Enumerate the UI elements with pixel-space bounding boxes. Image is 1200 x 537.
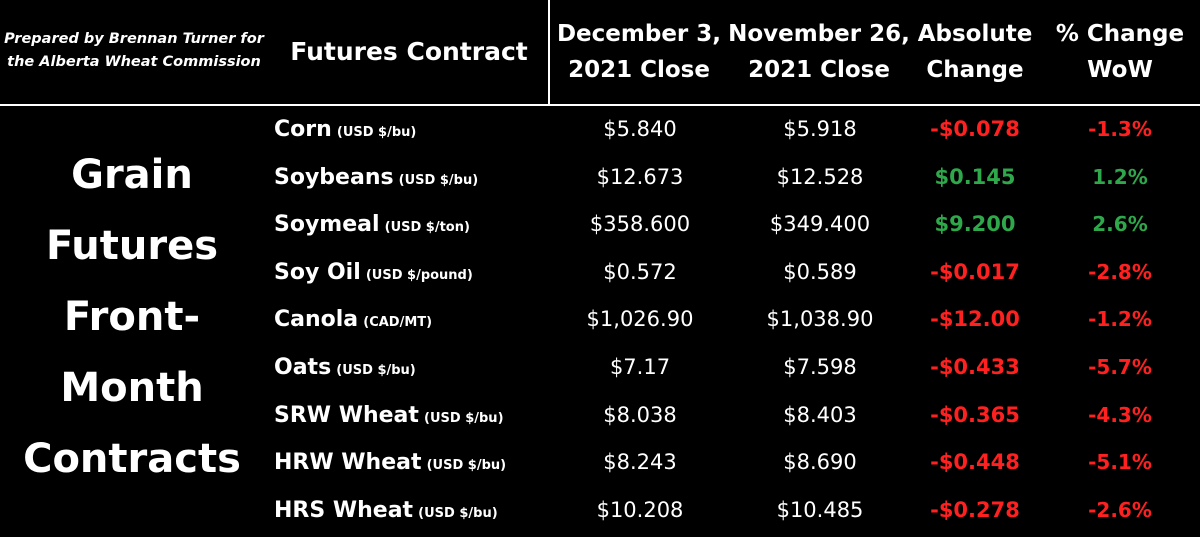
nov26-close-value: $8.690 — [783, 450, 857, 475]
contract-name: Oats — [274, 355, 332, 380]
dec3-close-value: $358.600 — [589, 212, 691, 237]
table-row: Soybeans (USD $/bu) $12.673 $12.528 $0.145 1… — [0, 154, 1200, 201]
table-row: Corn (USD $/bu) $5.840 $5.918 -$0.078 -1.3% — [0, 106, 1200, 153]
contract-name-cell: Soymeal (USD $/ton) — [274, 201, 546, 248]
contract-unit: (USD $/bu) — [398, 172, 479, 188]
header-nov26-close: November 26, 2021 Close — [728, 16, 910, 88]
contract-unit: (USD $/bu) — [336, 363, 416, 378]
pct-change-value: -4.3% — [1088, 402, 1152, 427]
header-nov26-line-1: November 26, — [728, 21, 910, 47]
header-abs-line-2: Change — [926, 57, 1024, 83]
contract-name-cell: Canola (CAD/MT) — [274, 296, 546, 343]
credit-text: Prepared by Brennan Turner for the Alber… — [0, 28, 268, 74]
side-title-line-3: Front- — [63, 294, 201, 340]
absolute-change-value: $9.200 — [934, 212, 1016, 237]
header-futures-contract: Futures Contract — [280, 34, 538, 70]
contract-unit: (USD $/bu) — [426, 458, 507, 474]
header-absolute-change: Absolute Change — [906, 16, 1044, 88]
header-dec3-line-1: December 3, — [556, 21, 722, 47]
pct-change-value: -1.3% — [1088, 117, 1152, 141]
contract-name-cell: Soy Oil (USD $/pound) — [274, 249, 546, 296]
contract-unit: (USD $/bu) — [424, 410, 504, 426]
pct-change-value: -1.2% — [1088, 307, 1152, 332]
contract-name: Soymeal — [274, 212, 380, 238]
table-row: Canola (CAD/MT) $1,026.90 $1,038.90 -$12.00… — [0, 296, 1200, 343]
nov26-close-value: $12.528 — [776, 164, 864, 189]
absolute-change-value: -$0.448 — [930, 450, 1020, 475]
pct-change-value: 1.2% — [1092, 164, 1148, 189]
contract-name: Canola — [274, 307, 359, 333]
header-pct-line-1: % Change — [1055, 21, 1185, 47]
contract-unit: (CAD/MT) — [363, 315, 433, 331]
contract-unit: (USD $/bu) — [418, 505, 498, 521]
dec3-close-value: $5.840 — [603, 117, 677, 141]
side-title: Grain Futures Front- Month Contracts — [12, 140, 252, 495]
nov26-close-value: $8.403 — [783, 402, 857, 427]
dec3-close-value: $8.243 — [603, 450, 677, 475]
dec3-close-value: $0.572 — [603, 259, 677, 284]
dec3-close-value: $1,026.90 — [586, 307, 694, 332]
nov26-close-value: $5.918 — [783, 117, 857, 141]
side-title-line-1: Grain — [71, 152, 193, 198]
contract-name-cell: Oats (USD $/bu) — [274, 344, 546, 391]
pct-change-value: -2.6% — [1088, 497, 1152, 522]
side-title-line-4: Month — [60, 365, 204, 411]
nov26-close-value: $0.589 — [783, 259, 857, 284]
contract-name-cell: SRW Wheat (USD $/bu) — [274, 392, 546, 439]
contract-name: SRW Wheat — [274, 402, 419, 428]
header-column-divider — [548, 0, 550, 104]
absolute-change-value: -$0.017 — [930, 259, 1020, 284]
header-dec3-close: December 3, 2021 Close — [553, 16, 725, 88]
table-row: Oats (USD $/bu) $7.17 $7.598 -$0.433 -5.7% — [0, 344, 1200, 391]
table-row: HRS Wheat (USD $/bu) $10.208 $10.485 -$0.27… — [0, 487, 1200, 534]
table-row: Soy Oil (USD $/pound) $0.572 $0.589 -$0.017… — [0, 249, 1200, 296]
header-divider — [0, 104, 1200, 106]
credit-line-2: the Alberta Wheat Commission — [7, 54, 261, 70]
nov26-close-value: $349.400 — [769, 212, 871, 237]
header-futures-contract-label: Futures Contract — [290, 37, 528, 66]
contract-name-cell: HRW Wheat (USD $/bu) — [274, 439, 546, 486]
nov26-close-value: $7.598 — [783, 355, 857, 379]
nov26-close-value: $10.485 — [776, 497, 864, 522]
table-row: Soymeal (USD $/ton) $358.600 $349.400 $9.20… — [0, 201, 1200, 248]
contract-name: HRW Wheat — [274, 450, 422, 476]
dec3-close-value: $12.673 — [596, 164, 684, 189]
pct-change-value: -5.1% — [1088, 450, 1152, 475]
contract-name-cell: Soybeans (USD $/bu) — [274, 154, 546, 201]
dec3-close-value: $8.038 — [603, 402, 677, 427]
contract-unit: (USD $/pound) — [365, 267, 473, 283]
header-pct-line-2: WoW — [1087, 57, 1153, 83]
table-row: SRW Wheat (USD $/bu) $8.038 $8.403 -$0.365 -… — [0, 392, 1200, 439]
absolute-change-value: -$12.00 — [930, 307, 1020, 332]
side-title-line-5: Contracts — [23, 436, 241, 482]
side-title-line-2: Futures — [45, 223, 219, 269]
contract-name: Soybeans — [274, 164, 394, 190]
absolute-change-value: $0.145 — [934, 164, 1016, 189]
contract-name: Corn — [274, 117, 332, 142]
absolute-change-value: -$0.433 — [930, 355, 1020, 379]
credit-line-1: Prepared by Brennan Turner for — [4, 31, 264, 47]
absolute-change-value: -$0.365 — [930, 402, 1020, 427]
pct-change-value: 2.6% — [1092, 212, 1148, 237]
nov26-close-value: $1,038.90 — [766, 307, 874, 332]
contract-name: HRS Wheat — [274, 497, 414, 523]
dec3-close-value: $10.208 — [596, 497, 684, 522]
absolute-change-value: -$0.278 — [930, 497, 1020, 522]
dec3-close-value: $7.17 — [609, 355, 671, 379]
table-row: HRW Wheat (USD $/bu) $8.243 $8.690 -$0.448 -… — [0, 439, 1200, 486]
contract-unit: (USD $/bu) — [336, 125, 417, 140]
header-nov26-line-2: 2021 Close — [748, 57, 890, 83]
contract-name-cell: Corn (USD $/bu) — [274, 106, 546, 153]
contract-name-cell: HRS Wheat (USD $/bu) — [274, 487, 546, 534]
pct-change-value: -5.7% — [1088, 355, 1152, 379]
absolute-change-value: -$0.078 — [930, 117, 1020, 141]
contract-name: Soy Oil — [274, 259, 361, 285]
header-abs-line-1: Absolute — [917, 21, 1033, 47]
contract-unit: (USD $/ton) — [384, 220, 470, 236]
pct-change-value: -2.8% — [1088, 259, 1152, 284]
header-pct-change: % Change WoW — [1050, 16, 1190, 88]
header-dec3-line-2: 2021 Close — [568, 57, 710, 83]
